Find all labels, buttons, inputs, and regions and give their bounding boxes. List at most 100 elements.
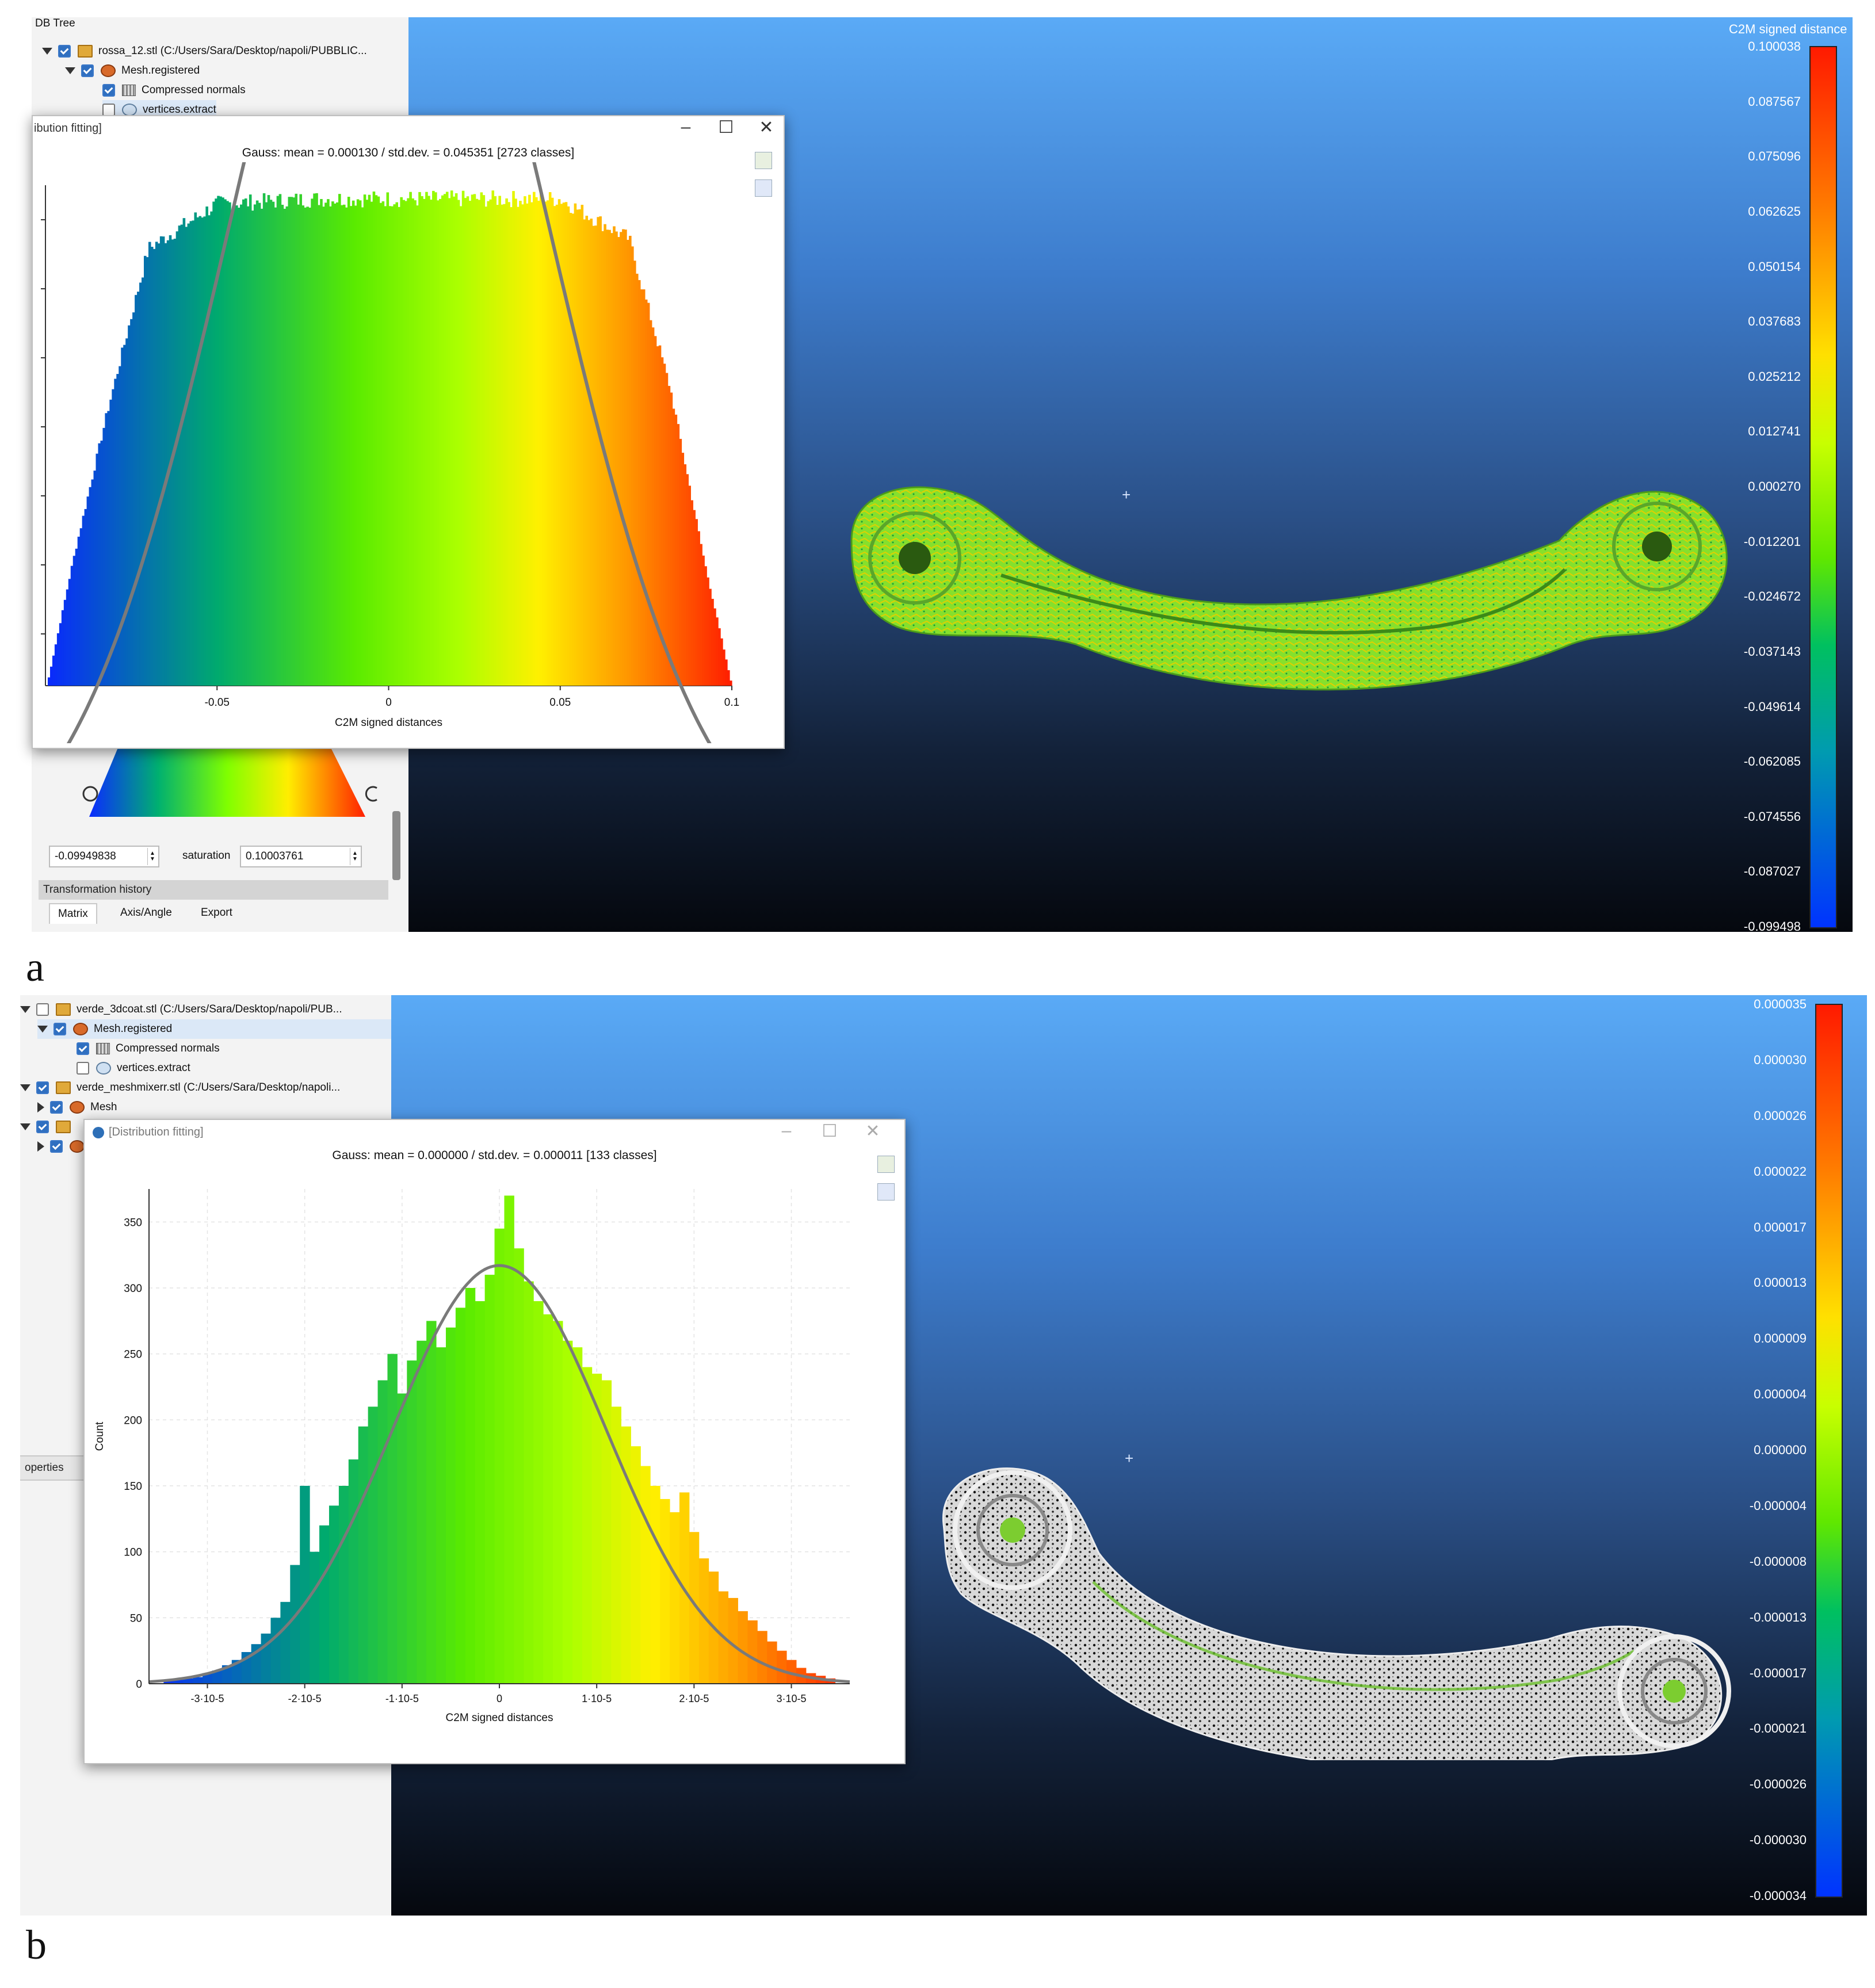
folder-icon xyxy=(56,1121,71,1133)
histogram-bar xyxy=(77,536,81,686)
expand-arrow-icon[interactable] xyxy=(20,1084,30,1091)
checkbox[interactable] xyxy=(54,1023,66,1035)
export-csv-icon[interactable] xyxy=(877,1156,895,1173)
minimize-icon[interactable]: – xyxy=(781,1121,792,1140)
export-csv-icon[interactable] xyxy=(755,152,772,169)
histogram-bar xyxy=(222,1665,232,1684)
distribution-fitting-window-b[interactable]: [Distribution fitting] – ☐ ✕ Gauss: mean… xyxy=(83,1119,906,1764)
histogram-bar xyxy=(611,1406,621,1684)
histogram-bar xyxy=(278,194,282,686)
scale-tick-label: 0.000009 xyxy=(1754,1331,1807,1346)
spinbox-arrows-icon[interactable]: ▲ ▼ xyxy=(350,848,360,865)
mesh-arm-a[interactable] xyxy=(828,454,1737,719)
tree-item-mesh-registered[interactable]: Mesh.registered xyxy=(37,1019,391,1039)
tree-item-vertices-extract[interactable]: vertices.extract xyxy=(77,1058,190,1078)
min-value-text: -0.09949838 xyxy=(55,850,116,862)
histogram-bar xyxy=(89,487,92,686)
histogram-bar xyxy=(689,1532,700,1684)
tree-item-compressed-normals[interactable]: Compressed normals xyxy=(77,1039,220,1058)
tree-item-label: rossa_12.stl (C:/Users/Sara/Desktop/napo… xyxy=(98,45,367,57)
tree-item-mesh-registered[interactable]: Mesh.registered xyxy=(65,61,200,81)
tree-item-rossa[interactable]: rossa_12.stl (C:/Users/Sara/Desktop/napo… xyxy=(42,41,367,61)
scale-tick-label: 0.000270 xyxy=(1748,479,1801,494)
histogram-bar xyxy=(716,617,719,686)
checkbox[interactable] xyxy=(77,1042,89,1055)
export-image-icon[interactable] xyxy=(755,179,772,197)
histogram-bar xyxy=(629,235,632,686)
maximize-icon[interactable]: ☐ xyxy=(822,1122,838,1141)
tree-item-compressed-normals[interactable]: Compressed normals xyxy=(102,81,246,100)
expand-arrow-icon[interactable] xyxy=(20,1006,30,1013)
tab-axis-angle[interactable]: Axis/Angle xyxy=(120,907,172,919)
histogram-bar xyxy=(150,247,154,686)
histogram-bar xyxy=(98,443,101,686)
distribution-fitting-window-a[interactable]: ibution fitting] – ☐ ✕ Gauss: mean = 0.0… xyxy=(32,115,785,749)
expand-arrow-icon[interactable] xyxy=(65,67,75,74)
histogram-bar xyxy=(535,197,538,686)
checkbox[interactable] xyxy=(36,1003,49,1016)
x-tick-label: -1·10-5 xyxy=(385,1693,419,1704)
collapse-arrow-icon[interactable] xyxy=(37,1102,44,1112)
x-tick-label: 1·10-5 xyxy=(582,1693,612,1704)
checkbox[interactable] xyxy=(36,1121,49,1133)
histogram-bar xyxy=(711,599,714,686)
mesh-arm-b[interactable] xyxy=(926,1450,1737,1760)
tree-item-collapsed-child[interactable] xyxy=(37,1137,90,1156)
checkbox[interactable] xyxy=(102,104,115,116)
x-tick-label: -2·10-5 xyxy=(288,1693,322,1704)
maximize-icon[interactable]: ☐ xyxy=(718,118,734,137)
tree-item-mesh[interactable]: Mesh xyxy=(37,1098,117,1117)
histogram-bar xyxy=(336,202,339,686)
histogram-bar xyxy=(395,202,399,686)
collapse-arrow-icon[interactable] xyxy=(37,1141,44,1152)
histogram-bar xyxy=(100,441,104,686)
saturation-field[interactable]: 0.10003761 ▲ ▼ xyxy=(240,846,362,867)
tab-export[interactable]: Export xyxy=(201,907,232,919)
histogram-bar xyxy=(387,1354,398,1684)
histogram-bar xyxy=(767,1641,777,1684)
histogram-bar xyxy=(66,589,69,686)
folder-icon xyxy=(56,1003,71,1016)
scrollbar[interactable] xyxy=(392,811,400,880)
tree-item-verde-3dcoat[interactable]: verde_3dcoat.stl (C:/Users/Sara/Desktop/… xyxy=(20,1000,342,1019)
close-icon[interactable]: ✕ xyxy=(759,118,774,137)
scale-tick-label: -0.024672 xyxy=(1743,589,1801,604)
histogram-bar xyxy=(713,608,716,686)
min-value-field[interactable]: -0.09949838 ▲ ▼ xyxy=(49,846,159,867)
mesh-icon xyxy=(73,1023,88,1035)
histogram-bar xyxy=(84,509,87,686)
histogram-bar xyxy=(426,1321,437,1684)
gauss-summary: Gauss: mean = 0.000000 / std.dev. = 0.00… xyxy=(332,1149,657,1162)
histogram-bar xyxy=(663,364,666,686)
checkbox[interactable] xyxy=(102,84,115,97)
checkbox[interactable] xyxy=(58,45,71,58)
histogram-bar xyxy=(672,408,675,686)
export-image-icon[interactable] xyxy=(877,1183,895,1201)
checkbox[interactable] xyxy=(81,64,94,77)
histogram-bar xyxy=(54,644,58,686)
histogram-bar xyxy=(301,205,304,686)
close-icon[interactable]: ✕ xyxy=(865,1122,880,1141)
tree-item-collapsed[interactable] xyxy=(20,1117,77,1137)
checkbox[interactable] xyxy=(77,1062,89,1075)
histogram-bar xyxy=(121,347,124,686)
histogram-bar xyxy=(590,219,593,686)
expand-arrow-icon[interactable] xyxy=(37,1026,48,1033)
minimize-icon[interactable]: – xyxy=(681,117,691,136)
histogram-bar xyxy=(198,216,202,686)
expand-arrow-icon[interactable] xyxy=(42,48,52,55)
tab-matrix[interactable]: Matrix xyxy=(49,903,97,924)
histogram-bar xyxy=(345,207,348,686)
histogram-bar xyxy=(270,1618,281,1684)
spinbox-arrows-icon[interactable]: ▲ ▼ xyxy=(147,848,157,865)
expand-arrow-icon[interactable] xyxy=(20,1123,30,1130)
y-tick-label: 350 xyxy=(124,1217,142,1229)
histogram-bar xyxy=(640,1466,651,1684)
histogram-bar xyxy=(576,209,579,686)
histogram-bar xyxy=(546,200,549,686)
histogram-bar xyxy=(411,198,414,686)
checkbox[interactable] xyxy=(36,1081,49,1094)
checkbox[interactable] xyxy=(50,1140,63,1153)
checkbox[interactable] xyxy=(50,1101,63,1114)
tree-item-verde-meshmixerr[interactable]: verde_meshmixerr.stl (C:/Users/Sara/Desk… xyxy=(20,1078,340,1098)
